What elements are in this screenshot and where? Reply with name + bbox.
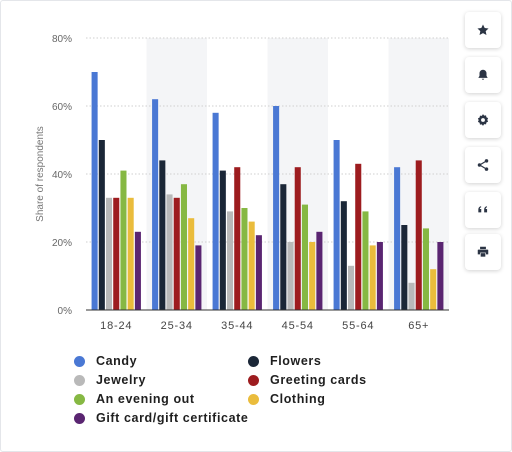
bar bbox=[430, 269, 437, 310]
legend-swatch-gift-card bbox=[74, 412, 85, 424]
legend-item-greeting-cards[interactable]: Greeting cards bbox=[248, 373, 367, 387]
bar bbox=[415, 160, 422, 310]
bar bbox=[280, 184, 287, 310]
y-tick-label: 20% bbox=[52, 238, 72, 249]
bar bbox=[241, 208, 248, 310]
bar bbox=[227, 211, 234, 310]
bar bbox=[98, 140, 105, 310]
bar bbox=[273, 106, 280, 310]
y-tick-label: 60% bbox=[52, 102, 72, 113]
bar bbox=[348, 265, 355, 310]
legend-swatch-jewelry bbox=[74, 374, 85, 386]
bar bbox=[219, 170, 226, 310]
bar bbox=[113, 197, 120, 310]
bar bbox=[152, 99, 159, 310]
legend-swatch-candy bbox=[74, 355, 85, 367]
legend-label: Greeting cards bbox=[270, 373, 367, 387]
bar bbox=[159, 160, 166, 310]
bell-icon bbox=[478, 69, 488, 80]
y-tick-label: 40% bbox=[52, 170, 72, 181]
bar bbox=[120, 170, 127, 310]
bar bbox=[188, 218, 195, 310]
bar bbox=[394, 167, 401, 310]
chart-legend: Candy Flowers Jewelry Greeting cards An … bbox=[74, 354, 494, 434]
legend-swatch-greeting-cards bbox=[248, 374, 259, 386]
printer-icon bbox=[477, 246, 489, 257]
gear-icon bbox=[477, 114, 489, 126]
legend-label: Flowers bbox=[270, 354, 322, 368]
x-tick-label: 65+ bbox=[408, 320, 429, 332]
bar bbox=[127, 197, 134, 310]
bar bbox=[355, 163, 362, 310]
bar bbox=[362, 211, 369, 310]
print-button[interactable] bbox=[465, 234, 501, 270]
bar bbox=[212, 112, 219, 310]
bar bbox=[234, 167, 241, 310]
bar bbox=[134, 231, 141, 310]
x-tick-label: 55-64 bbox=[342, 320, 374, 332]
quote-icon bbox=[478, 206, 488, 213]
bar bbox=[255, 235, 262, 310]
legend-label: Jewelry bbox=[96, 373, 147, 387]
legend-label: Candy bbox=[96, 354, 138, 368]
bar bbox=[195, 245, 202, 310]
bar bbox=[301, 204, 308, 310]
bar bbox=[287, 242, 294, 310]
x-tick-label: 25-34 bbox=[161, 320, 193, 332]
x-tick-label: 18-24 bbox=[100, 320, 132, 332]
bar bbox=[408, 282, 415, 310]
bar bbox=[294, 167, 301, 310]
share-button[interactable] bbox=[465, 147, 501, 183]
bar bbox=[309, 242, 316, 310]
bar bbox=[422, 228, 429, 310]
bar bbox=[401, 225, 408, 310]
legend-item-flowers[interactable]: Flowers bbox=[248, 354, 321, 368]
y-tick-label: 80% bbox=[52, 34, 72, 45]
x-tick-label: 35-44 bbox=[221, 320, 253, 332]
bar bbox=[106, 197, 113, 310]
notification-button[interactable] bbox=[465, 57, 501, 93]
legend-item-gift-card[interactable]: Gift card/gift certificate bbox=[74, 411, 248, 425]
settings-button[interactable] bbox=[465, 102, 501, 138]
y-tick-label: 0% bbox=[58, 306, 73, 317]
x-tick-label: 45-54 bbox=[282, 320, 314, 332]
legend-swatch-flowers bbox=[248, 355, 259, 367]
bar bbox=[316, 231, 323, 310]
y-axis-title: Share of respondents bbox=[35, 126, 46, 222]
favorite-button[interactable] bbox=[465, 12, 501, 48]
legend-swatch-evening-out bbox=[74, 393, 85, 405]
bar bbox=[248, 221, 255, 310]
bar bbox=[376, 242, 383, 310]
bar bbox=[173, 197, 180, 310]
star-icon bbox=[477, 24, 489, 35]
legend-swatch-clothing bbox=[248, 393, 259, 405]
bar bbox=[91, 72, 98, 310]
legend-label: Gift card/gift certificate bbox=[96, 411, 249, 425]
legend-item-jewelry[interactable]: Jewelry bbox=[74, 373, 146, 387]
share-icon bbox=[477, 159, 489, 171]
bar bbox=[166, 194, 173, 310]
legend-label: An evening out bbox=[96, 392, 195, 406]
bar bbox=[340, 201, 347, 310]
legend-item-candy[interactable]: Candy bbox=[74, 354, 137, 368]
bar bbox=[437, 242, 444, 310]
citation-button[interactable] bbox=[465, 192, 501, 228]
legend-item-clothing[interactable]: Clothing bbox=[248, 392, 325, 406]
bar bbox=[333, 140, 340, 310]
legend-label: Clothing bbox=[270, 392, 326, 406]
bar bbox=[369, 245, 376, 310]
bar bbox=[180, 184, 187, 310]
legend-item-evening-out[interactable]: An evening out bbox=[74, 392, 195, 406]
